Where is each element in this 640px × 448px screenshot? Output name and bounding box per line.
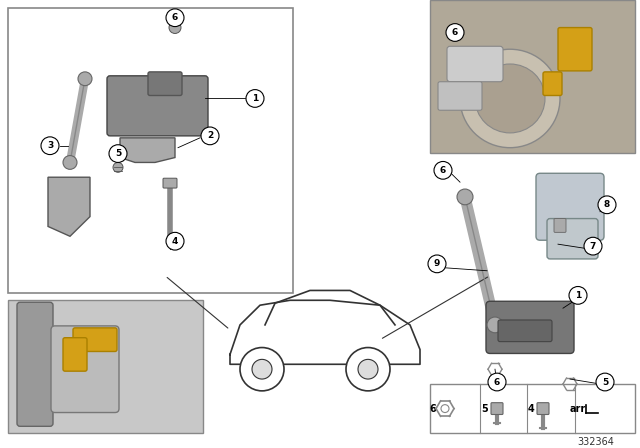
FancyBboxPatch shape	[543, 72, 562, 95]
Text: 5: 5	[602, 378, 608, 387]
Circle shape	[113, 163, 123, 172]
Circle shape	[246, 90, 264, 108]
Text: 6: 6	[429, 404, 436, 414]
Text: 1: 1	[575, 291, 581, 300]
Text: 6: 6	[494, 378, 500, 387]
Text: 7: 7	[590, 241, 596, 250]
Polygon shape	[48, 177, 90, 236]
Circle shape	[346, 348, 390, 391]
FancyBboxPatch shape	[547, 219, 598, 259]
Circle shape	[78, 72, 92, 86]
Circle shape	[475, 64, 545, 133]
FancyBboxPatch shape	[498, 320, 552, 342]
Circle shape	[169, 22, 181, 34]
FancyBboxPatch shape	[17, 302, 53, 426]
Circle shape	[457, 189, 473, 205]
Text: 1: 1	[252, 94, 258, 103]
FancyBboxPatch shape	[107, 76, 208, 136]
Circle shape	[166, 9, 184, 26]
Circle shape	[63, 155, 77, 169]
Circle shape	[598, 196, 616, 214]
Circle shape	[240, 348, 284, 391]
Text: 6: 6	[172, 13, 178, 22]
Text: 6: 6	[452, 28, 458, 37]
Text: arr: arr	[570, 404, 586, 414]
Text: 2: 2	[207, 131, 213, 140]
Bar	[8, 8, 293, 293]
FancyBboxPatch shape	[438, 82, 482, 110]
FancyBboxPatch shape	[148, 72, 182, 95]
Circle shape	[201, 127, 219, 145]
Circle shape	[41, 137, 59, 155]
FancyBboxPatch shape	[63, 338, 87, 371]
Circle shape	[460, 49, 560, 148]
Circle shape	[446, 24, 464, 41]
Bar	[430, 0, 635, 153]
Circle shape	[596, 373, 614, 391]
Circle shape	[488, 373, 506, 391]
FancyBboxPatch shape	[163, 178, 177, 188]
FancyBboxPatch shape	[491, 403, 503, 414]
FancyBboxPatch shape	[558, 28, 592, 71]
Polygon shape	[120, 138, 175, 163]
FancyBboxPatch shape	[447, 46, 503, 82]
FancyBboxPatch shape	[554, 219, 566, 233]
Circle shape	[441, 405, 449, 413]
Text: 9: 9	[434, 259, 440, 268]
Text: 8: 8	[604, 200, 610, 209]
Text: 4: 4	[527, 404, 534, 414]
Circle shape	[487, 317, 503, 333]
FancyBboxPatch shape	[536, 173, 604, 240]
FancyBboxPatch shape	[73, 328, 117, 352]
Text: 5: 5	[482, 404, 488, 414]
Text: 3: 3	[47, 141, 53, 150]
FancyBboxPatch shape	[51, 326, 119, 413]
Text: 4: 4	[172, 237, 178, 246]
Circle shape	[569, 287, 587, 304]
Text: 5: 5	[115, 149, 121, 158]
Circle shape	[358, 359, 378, 379]
FancyBboxPatch shape	[486, 301, 574, 353]
Bar	[430, 384, 635, 433]
Text: 332364: 332364	[577, 437, 614, 447]
Circle shape	[584, 237, 602, 255]
Circle shape	[252, 359, 272, 379]
Bar	[8, 300, 203, 433]
FancyBboxPatch shape	[537, 403, 549, 414]
Circle shape	[428, 255, 446, 273]
Circle shape	[109, 145, 127, 163]
Text: 6: 6	[440, 166, 446, 175]
Circle shape	[166, 233, 184, 250]
Circle shape	[434, 161, 452, 179]
